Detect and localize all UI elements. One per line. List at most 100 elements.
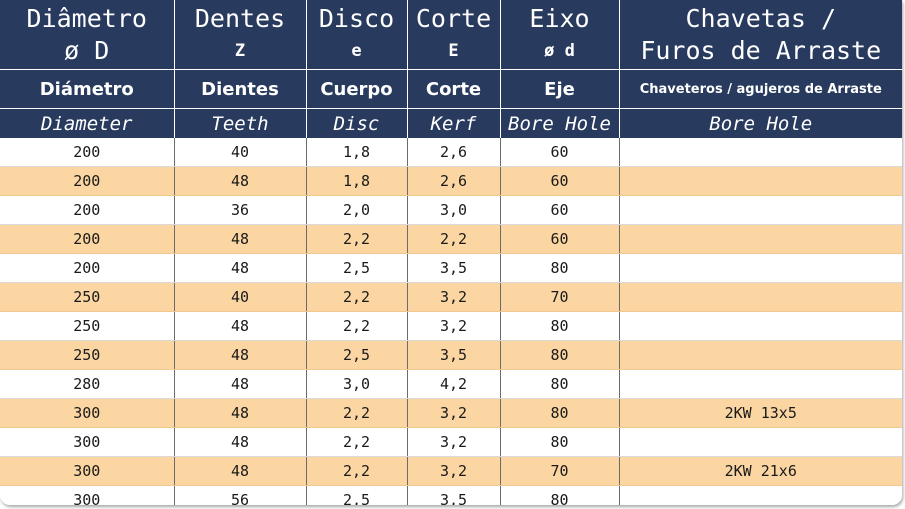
cell-bore: 70	[499, 456, 619, 486]
cell-disc: 2,2	[305, 224, 407, 254]
cell-teeth: 48	[173, 166, 306, 196]
header-chavetas: Chavetas / Furos de Arraste	[618, 0, 902, 70]
cell-disc: 2,2	[305, 427, 407, 457]
header-diametro: Diâmetro ø D	[0, 0, 174, 70]
cell-bore: 60	[499, 166, 619, 196]
cell-diameter: 250	[0, 282, 174, 312]
header-dentes: Dentes Z	[173, 0, 306, 70]
cell-kerf: 3,5	[406, 485, 500, 505]
cell-teeth: 48	[173, 340, 306, 370]
cell-bore: 60	[499, 195, 619, 225]
cell-bore: 60	[499, 138, 619, 167]
cell-disc: 1,8	[305, 166, 407, 196]
cell-disc: 1,8	[305, 138, 407, 167]
header-row-english: Diameter Teeth Disc Kerf Bore Hole Bore …	[0, 108, 902, 138]
table-row: 250 48 2,5 3,5 80	[0, 340, 902, 370]
cell-teeth: 48	[173, 456, 306, 486]
cell-keyway	[618, 166, 902, 196]
cell-bore: 80	[499, 398, 619, 428]
cell-disc: 2,0	[305, 195, 407, 225]
cell-diameter: 200	[0, 253, 174, 283]
cell-teeth: 40	[173, 282, 306, 312]
cell-diameter: 300	[0, 485, 174, 505]
header-disco: Disco e	[305, 0, 407, 70]
cell-kerf: 3,2	[406, 427, 500, 457]
table-row: 300 48 2,2 3,2 70 2KW 21x6	[0, 456, 902, 486]
table-row: 300 48 2,2 3,2 80	[0, 427, 902, 457]
table-row: 200 48 2,5 3,5 80	[0, 253, 902, 283]
cell-kerf: 2,6	[406, 166, 500, 196]
cell-kerf: 3,0	[406, 195, 500, 225]
table-body: 200 40 1,8 2,6 60 200 48 1,8 2,6 60 200 36 2,0 3,0 60 2…	[0, 138, 902, 505]
table-row: 300 56 2,5 3,5 80	[0, 485, 902, 505]
header-en-bore-hole-keyway: Bore Hole	[618, 108, 902, 138]
cell-kerf: 3,5	[406, 253, 500, 283]
cell-keyway	[618, 369, 902, 399]
cell-bore: 80	[499, 311, 619, 341]
cell-diameter: 200	[0, 138, 174, 167]
cell-disc: 2,2	[305, 398, 407, 428]
cell-teeth: 48	[173, 427, 306, 457]
cell-diameter: 200	[0, 195, 174, 225]
header-es-corte: Corte	[406, 69, 500, 109]
table-row: 300 48 2,2 3,2 80 2KW 13x5	[0, 398, 902, 428]
table-row: 250 48 2,2 3,2 80	[0, 311, 902, 341]
cell-disc: 2,5	[305, 485, 407, 505]
header-row-spanish: Diámetro Dientes Cuerpo Corte Eje Chavet…	[0, 69, 902, 109]
table-row: 200 48 1,8 2,6 60	[0, 166, 902, 196]
cell-disc: 2,5	[305, 253, 407, 283]
cell-teeth: 56	[173, 485, 306, 505]
table-row: 200 40 1,8 2,6 60	[0, 138, 902, 167]
cell-keyway: 2KW 13x5	[618, 398, 902, 428]
table-row: 200 36 2,0 3,0 60	[0, 195, 902, 225]
cell-disc: 2,5	[305, 340, 407, 370]
cell-keyway	[618, 282, 902, 312]
cell-kerf: 2,2	[406, 224, 500, 254]
header-row-portuguese: Diâmetro ø D Dentes Z Disco e Corte E Eixo ø …	[0, 0, 902, 70]
header-en-kerf: Kerf	[406, 108, 500, 138]
header-es-diametro: Diámetro	[0, 69, 174, 109]
cell-bore: 80	[499, 427, 619, 457]
cell-diameter: 250	[0, 340, 174, 370]
cell-kerf: 3,2	[406, 398, 500, 428]
cell-disc: 3,0	[305, 369, 407, 399]
cell-kerf: 3,2	[406, 311, 500, 341]
cell-diameter: 200	[0, 224, 174, 254]
cell-keyway	[618, 340, 902, 370]
cell-diameter: 300	[0, 398, 174, 428]
header-es-dientes: Dientes	[173, 69, 306, 109]
cell-keyway: 2KW 21x6	[618, 456, 902, 486]
header-es-eje: Eje	[499, 69, 619, 109]
cell-bore: 80	[499, 369, 619, 399]
cell-diameter: 300	[0, 456, 174, 486]
header-en-diameter: Diameter	[0, 108, 174, 138]
cell-diameter: 200	[0, 166, 174, 196]
cell-kerf: 3,5	[406, 340, 500, 370]
cell-bore: 60	[499, 224, 619, 254]
header-en-bore-hole: Bore Hole	[499, 108, 619, 138]
header-corte: Corte E	[406, 0, 500, 70]
cell-teeth: 48	[173, 311, 306, 341]
cell-teeth: 36	[173, 195, 306, 225]
header-en-disc: Disc	[305, 108, 407, 138]
cell-disc: 2,2	[305, 282, 407, 312]
cell-bore: 70	[499, 282, 619, 312]
cell-teeth: 48	[173, 369, 306, 399]
cell-keyway	[618, 195, 902, 225]
header-en-teeth: Teeth	[173, 108, 306, 138]
cell-disc: 2,2	[305, 311, 407, 341]
cell-keyway	[618, 485, 902, 505]
cell-diameter: 300	[0, 427, 174, 457]
cell-kerf: 3,2	[406, 282, 500, 312]
cell-keyway	[618, 427, 902, 457]
cell-teeth: 48	[173, 398, 306, 428]
table-row: 250 40 2,2 3,2 70	[0, 282, 902, 312]
cell-diameter: 250	[0, 311, 174, 341]
cell-keyway	[618, 138, 902, 167]
cell-kerf: 2,6	[406, 138, 500, 167]
header-es-cuerpo: Cuerpo	[305, 69, 407, 109]
cell-disc: 2,2	[305, 456, 407, 486]
cell-diameter: 280	[0, 369, 174, 399]
